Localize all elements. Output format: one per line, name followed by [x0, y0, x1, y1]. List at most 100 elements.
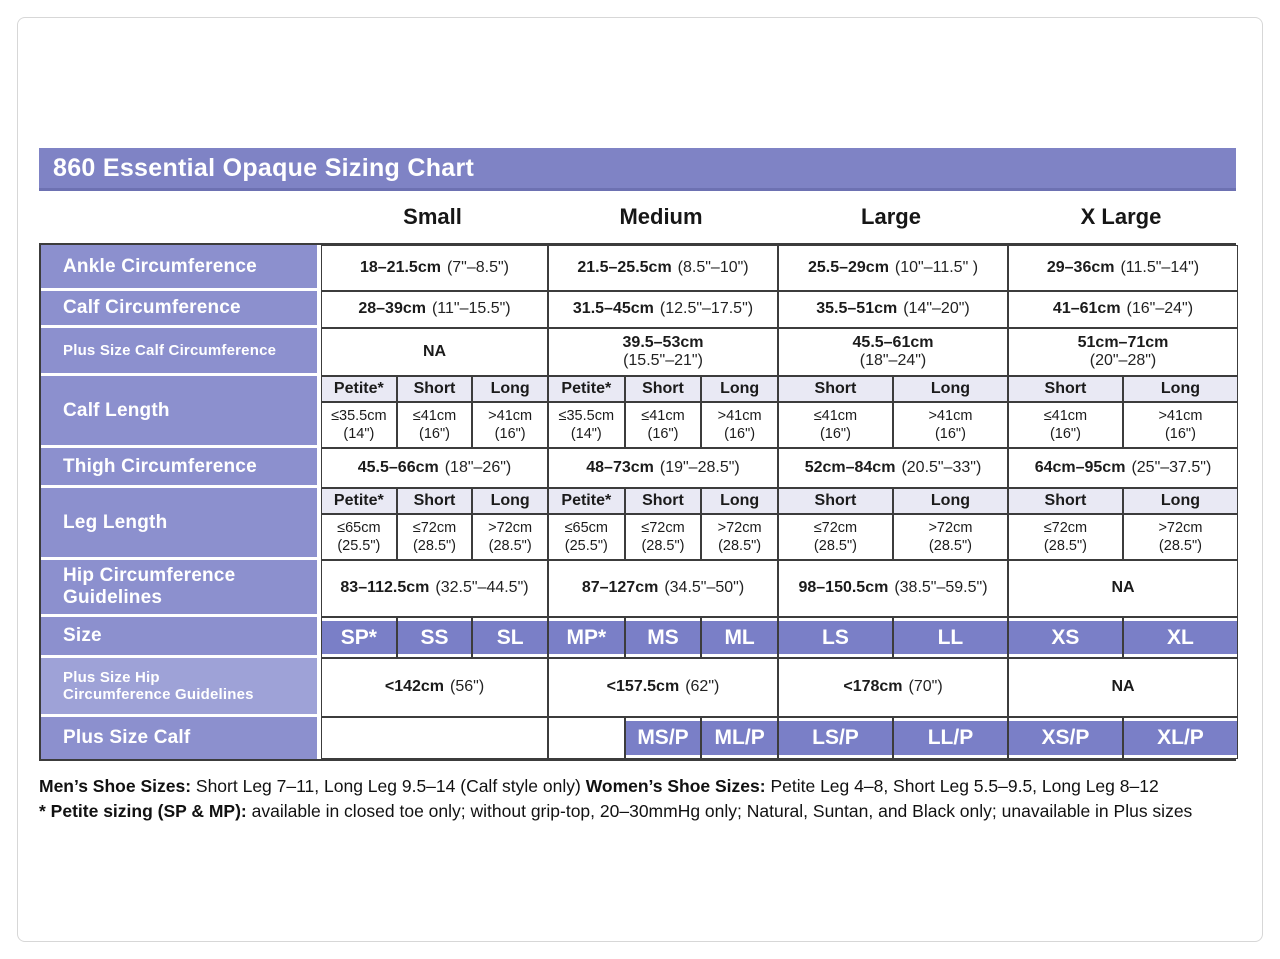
thigh-medium-cell: 48–73cm (19"–28.5")	[548, 448, 778, 488]
subheader: Short	[777, 488, 893, 514]
hip-small-cell: 83–112.5cm (32.5"–44.5")	[321, 560, 548, 617]
value-cell: ≤72cm (28.5")	[777, 514, 893, 560]
subheader: Long	[892, 488, 1008, 514]
row-label: Plus Size Calf Circumference	[41, 328, 321, 376]
subheader: Short	[777, 376, 893, 402]
subheader: Long	[472, 376, 548, 402]
plus-hip-medium-cell: <157.5cm (62")	[548, 658, 778, 717]
leg-length-values: Petite* Short Long Petite* Short Long Sh…	[321, 488, 1238, 560]
subheader: Petite*	[547, 488, 625, 514]
row-thigh-circumference: Thigh Circumference 45.5–66cm (18"–26") 4…	[41, 448, 1238, 488]
column-header-medium: Medium	[619, 204, 703, 229]
value-cell: ≤72cm (28.5")	[396, 514, 473, 560]
row-label: Calf Length	[41, 376, 321, 448]
plus-calf-blank-medium-petite	[548, 717, 625, 759]
value-cell: ≤41cm (16")	[624, 402, 702, 448]
value-cell: ≤41cm (16")	[1007, 402, 1123, 448]
sizing-chart-card: 860 Essential Opaque Sizing Chart Small …	[17, 17, 1263, 942]
calf-length-subheaders: Petite* Short Long Petite* Short Long Sh…	[321, 376, 1238, 402]
ankle-medium-cell: 21.5–25.5cm (8.5"–10")	[548, 245, 778, 291]
plus-calf-cell: LS/P	[777, 717, 893, 759]
column-header-xlarge: X Large	[1080, 204, 1162, 229]
value-cell: ≤41cm (16")	[396, 402, 473, 448]
row-label: Size	[41, 617, 321, 658]
subheader: Petite*	[547, 376, 625, 402]
pscc-small-cell: NA	[321, 328, 548, 376]
value-cell: ≤72cm (28.5")	[624, 514, 702, 560]
plus-hip-xlarge-cell: NA	[1008, 658, 1238, 717]
size-cell: LS	[777, 617, 893, 658]
size-cell: MS	[624, 617, 702, 658]
value-cell: >41cm (16")	[892, 402, 1008, 448]
subheader: Long	[1122, 488, 1238, 514]
row-label: Leg Length	[41, 488, 321, 560]
plus-calf-cell: ML/P	[701, 717, 778, 759]
size-cell: ML	[701, 617, 778, 658]
plus-calf-blank-small	[321, 717, 548, 759]
row-size: Size SP* SS SL MP* MS ML LS LL XS XL	[41, 617, 1238, 658]
subheader: Short	[396, 376, 473, 402]
subheader: Short	[624, 488, 702, 514]
calf-medium-cell: 31.5–45cm (12.5"–17.5")	[548, 291, 778, 328]
subheader: Short	[1007, 488, 1123, 514]
plus-calf-cell: XL/P	[1122, 717, 1238, 759]
subheader: Long	[892, 376, 1008, 402]
plus-calf-cell: LL/P	[892, 717, 1008, 759]
size-cell: SS	[396, 617, 473, 658]
thigh-xlarge-cell: 64cm–95cm (25"–37.5")	[1008, 448, 1238, 488]
plus-hip-large-cell: <178cm (70")	[778, 658, 1008, 717]
chart-title-banner: 860 Essential Opaque Sizing Chart	[39, 148, 1236, 191]
subheader: Short	[624, 376, 702, 402]
value-cell: ≤41cm (16")	[777, 402, 893, 448]
page-title: 860 Essential Opaque Sizing Chart	[53, 153, 475, 182]
shoe-sizes-note: Men’s Shoe Sizes: Short Leg 7–11, Long L…	[39, 776, 1159, 796]
plus-calf-cell: XS/P	[1007, 717, 1123, 759]
value-cell: ≤72cm (28.5")	[1007, 514, 1123, 560]
sizing-table: Ankle Circumference 18–21.5cm (7"–8.5") 2…	[39, 243, 1238, 761]
petite-sizing-note: * Petite sizing (SP & MP): available in …	[39, 801, 1193, 822]
value-cell: >41cm (16")	[1122, 402, 1238, 448]
row-label: Thigh Circumference	[41, 448, 321, 488]
row-label: Plus Size Hip Circumference Guidelines	[41, 658, 321, 717]
size-cell: SL	[472, 617, 548, 658]
row-label: Calf Circumference	[41, 291, 321, 328]
calf-xlarge-cell: 41–61cm (16"–24")	[1008, 291, 1238, 328]
value-cell: ≤35.5cm (14")	[547, 402, 625, 448]
row-label: Plus Size Calf	[41, 717, 321, 759]
thigh-small-cell: 45.5–66cm (18"–26")	[321, 448, 548, 488]
column-header-large: Large	[861, 204, 921, 229]
value-cell: >72cm (28.5")	[892, 514, 1008, 560]
column-header-small: Small	[403, 204, 462, 229]
row-plus-size-calf: Plus Size Calf MS/P ML/P LS/P LL/P XS/P …	[41, 717, 1238, 759]
size-cell: LL	[892, 617, 1008, 658]
size-cell: SP*	[321, 617, 397, 658]
pscc-large-cell: 45.5–61cm (18"–24")	[778, 328, 1008, 376]
hip-medium-cell: 87–127cm (34.5"–50")	[548, 560, 778, 617]
size-cell: XS	[1007, 617, 1123, 658]
plus-hip-small-cell: <142cm (56")	[321, 658, 548, 717]
footer-notes: Men’s Shoe Sizes: Short Leg 7–11, Long L…	[39, 774, 1236, 825]
calf-large-cell: 35.5–51cm (14"–20")	[778, 291, 1008, 328]
subheader: Long	[701, 376, 778, 402]
row-leg-length: Leg Length Petite* Short Long Petite* Sh…	[41, 488, 1238, 560]
value-cell: >41cm (16")	[701, 402, 778, 448]
value-cell: >72cm (28.5")	[1122, 514, 1238, 560]
row-ankle-circumference: Ankle Circumference 18–21.5cm (7"–8.5") 2…	[41, 245, 1238, 291]
subheader: Long	[472, 488, 548, 514]
size-cell: XL	[1122, 617, 1238, 658]
pscc-xlarge-cell: 51cm–71cm (20"–28")	[1008, 328, 1238, 376]
value-cell: >72cm (28.5")	[701, 514, 778, 560]
row-label: Hip Circumference Guidelines	[41, 560, 321, 617]
row-hip-circumference-guidelines: Hip Circumference Guidelines 83–112.5cm (3…	[41, 560, 1238, 617]
thigh-large-cell: 52cm–84cm (20.5"–33")	[778, 448, 1008, 488]
ankle-large-cell: 25.5–29cm (10"–11.5" )	[778, 245, 1008, 291]
size-cell: MP*	[547, 617, 625, 658]
subheader: Long	[1122, 376, 1238, 402]
row-label: Ankle Circumference	[41, 245, 321, 291]
row-plus-size-calf-circumference: Plus Size Calf Circumference NA 39.5–53c…	[41, 328, 1238, 376]
plus-calf-cell: MS/P	[624, 717, 702, 759]
ankle-xlarge-cell: 29–36cm (11.5"–14")	[1008, 245, 1238, 291]
subheader: Short	[396, 488, 473, 514]
hip-large-cell: 98–150.5cm (38.5"–59.5")	[778, 560, 1008, 617]
subheader: Long	[701, 488, 778, 514]
